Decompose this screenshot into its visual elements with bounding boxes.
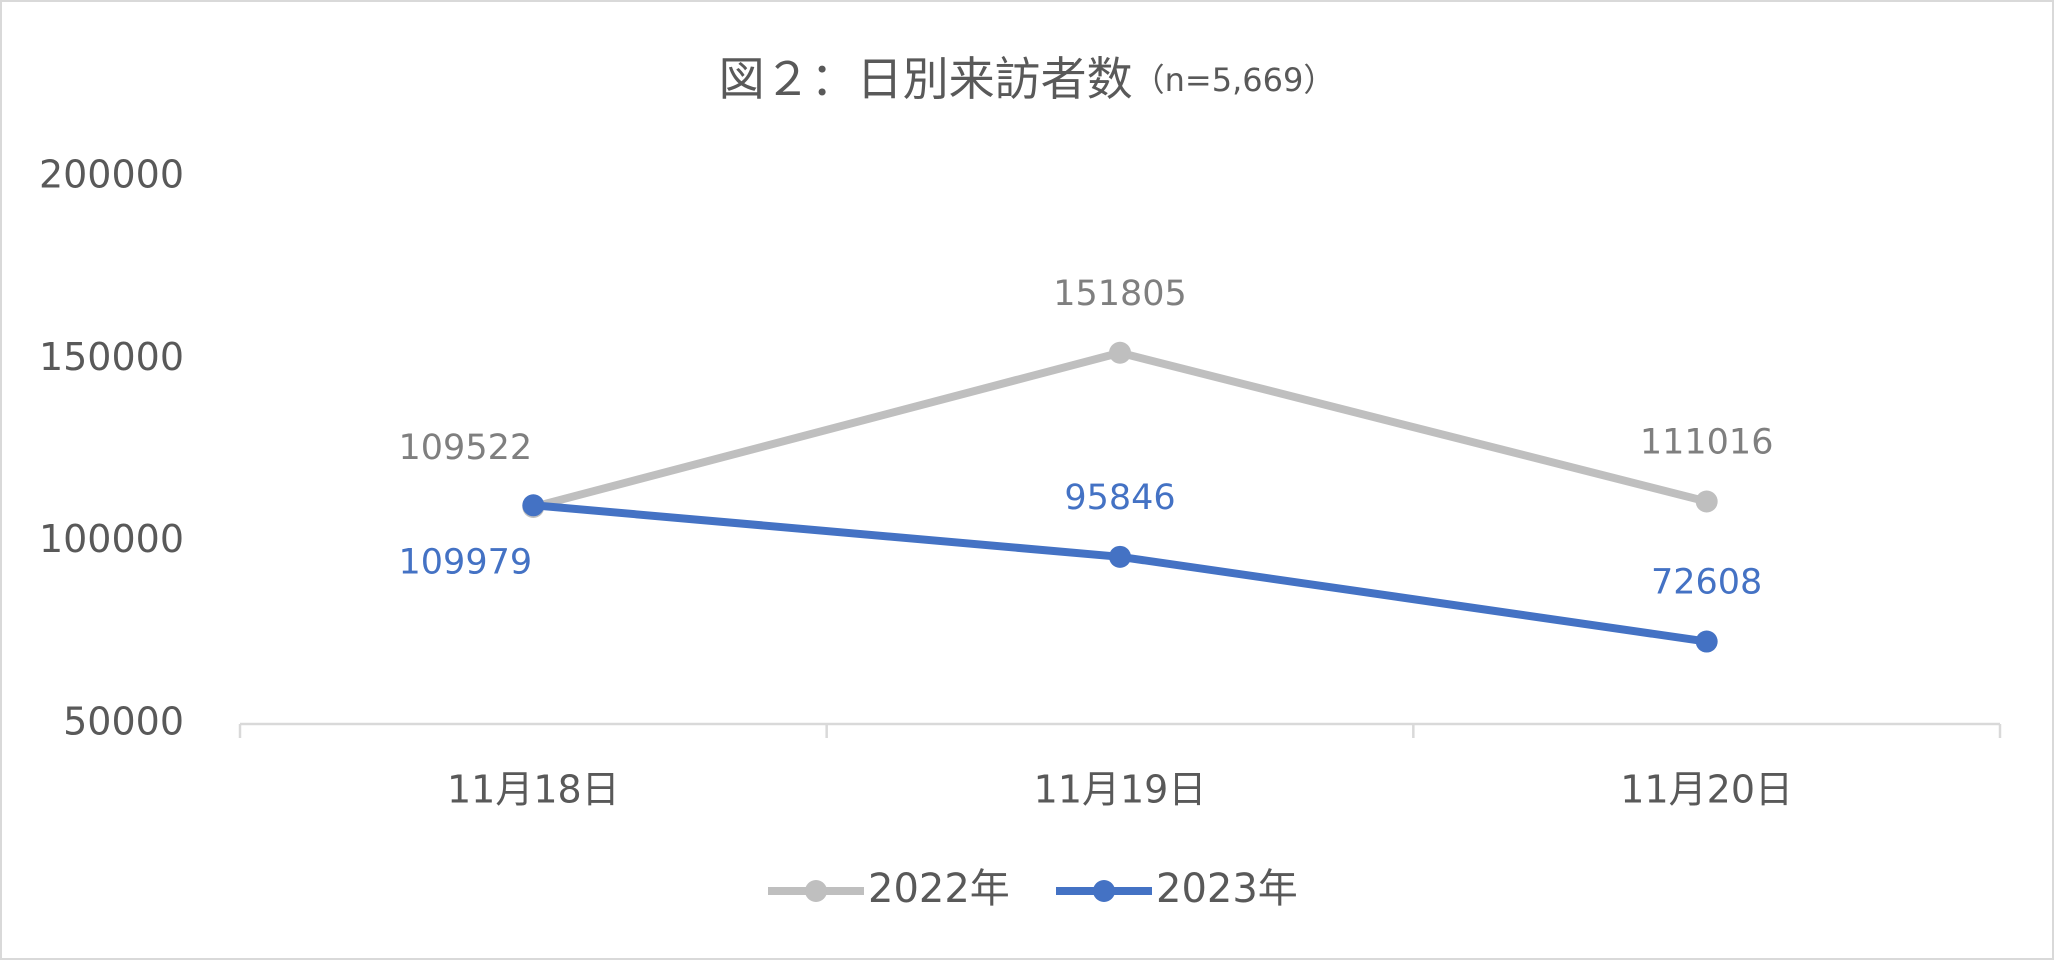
- x-tick-label: 11月20日: [1620, 768, 1793, 812]
- point: [1109, 545, 1131, 568]
- y-tick-label: 200000: [39, 153, 184, 197]
- point: [1695, 490, 1718, 513]
- legend-label: 2022年: [868, 866, 1010, 912]
- point: [1695, 630, 1718, 653]
- data-label: 95846: [1064, 478, 1175, 518]
- legend-marker: [805, 880, 827, 902]
- x-tick-label: 11月19日: [1034, 768, 1207, 812]
- y-tick-label: 100000: [39, 517, 184, 561]
- data-label: 111016: [1640, 422, 1774, 462]
- data-label: 151805: [1053, 274, 1187, 314]
- chart-title: 図２：日別来訪者数: [719, 52, 1133, 106]
- data-label: 72608: [1651, 563, 1762, 603]
- data-label: 109522: [399, 428, 533, 468]
- y-tick-label: 50000: [63, 700, 184, 744]
- chart-title-group: 図２：日別来訪者数（n=5,669）: [719, 52, 1336, 106]
- data-label: 109979: [399, 542, 533, 582]
- point: [1109, 341, 1131, 364]
- legend-label: 2023年: [1156, 866, 1298, 912]
- x-tick-label: 11月18日: [447, 768, 620, 812]
- chart-subtitle: （n=5,669）: [1133, 61, 1336, 99]
- legend-marker: [1093, 880, 1115, 902]
- point: [522, 494, 545, 517]
- y-tick-label: 150000: [39, 335, 184, 379]
